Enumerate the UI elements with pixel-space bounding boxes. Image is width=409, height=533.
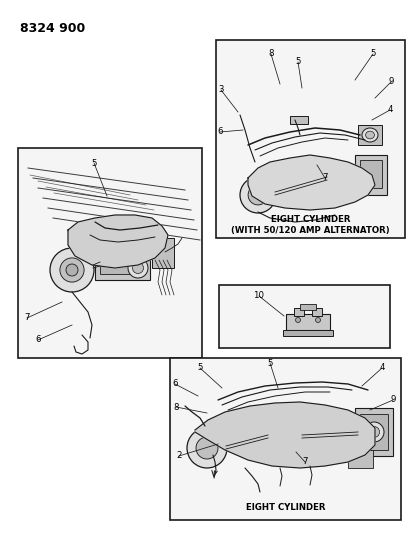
Text: (WITH 50/120 AMP ALTERNATOR): (WITH 50/120 AMP ALTERNATOR) [231, 225, 389, 235]
Ellipse shape [365, 131, 373, 139]
Text: 5: 5 [267, 359, 272, 367]
Ellipse shape [128, 258, 148, 278]
Ellipse shape [60, 258, 84, 282]
Text: 3: 3 [218, 85, 223, 94]
Text: 7: 7 [321, 174, 327, 182]
Polygon shape [195, 402, 374, 468]
Text: 8: 8 [267, 50, 273, 59]
Polygon shape [247, 155, 374, 210]
Bar [267, 408, 307, 438]
Text: 8324 900: 8324 900 [20, 22, 85, 35]
Bar [307, 158, 323, 170]
Bar [218, 285, 389, 348]
Text: EIGHT CYLINDER: EIGHT CYLINDER [245, 504, 324, 513]
Text: 5: 5 [197, 364, 202, 373]
Ellipse shape [363, 422, 383, 442]
Ellipse shape [325, 164, 353, 192]
Text: EIGHT CYLINDER: EIGHT CYLINDER [270, 215, 349, 224]
Text: 4: 4 [387, 106, 392, 115]
Ellipse shape [361, 128, 377, 142]
Bar [311, 308, 321, 316]
Ellipse shape [368, 426, 379, 438]
Bar [277, 162, 297, 176]
Bar [216, 40, 404, 238]
Bar [354, 408, 392, 456]
Text: 6: 6 [217, 127, 222, 136]
Ellipse shape [331, 171, 347, 185]
Bar [347, 450, 372, 468]
Text: 6: 6 [172, 379, 178, 389]
Bar [357, 125, 381, 145]
Bar [274, 414, 299, 432]
Bar [18, 148, 202, 358]
Text: 7: 7 [301, 457, 307, 466]
Ellipse shape [280, 425, 295, 439]
Text: 5: 5 [294, 58, 300, 67]
Text: 8: 8 [173, 402, 178, 411]
Ellipse shape [66, 264, 78, 276]
Ellipse shape [273, 419, 301, 445]
Ellipse shape [315, 318, 320, 322]
Bar [289, 116, 307, 124]
Bar [359, 160, 381, 188]
Ellipse shape [50, 248, 94, 292]
Bar [170, 358, 400, 520]
Ellipse shape [132, 262, 143, 273]
Ellipse shape [295, 318, 300, 322]
Text: 5: 5 [91, 158, 97, 167]
Bar [299, 304, 315, 310]
Text: 9: 9 [387, 77, 393, 86]
Bar [95, 252, 150, 280]
Bar [100, 256, 144, 274]
Ellipse shape [196, 437, 218, 459]
Text: 5: 5 [369, 50, 375, 59]
Ellipse shape [247, 185, 267, 205]
Bar [354, 155, 386, 195]
Text: 9: 9 [389, 395, 395, 405]
Bar [293, 308, 303, 316]
Text: 6: 6 [35, 335, 40, 344]
Text: 7: 7 [24, 313, 30, 322]
Ellipse shape [187, 428, 227, 468]
Text: 10: 10 [253, 292, 264, 301]
Ellipse shape [239, 177, 275, 213]
Polygon shape [68, 215, 168, 268]
Text: 4: 4 [378, 364, 384, 373]
Text: 2: 2 [176, 451, 181, 461]
Bar [359, 414, 387, 450]
Bar [282, 330, 332, 336]
Bar [285, 314, 329, 330]
Bar [152, 238, 173, 268]
